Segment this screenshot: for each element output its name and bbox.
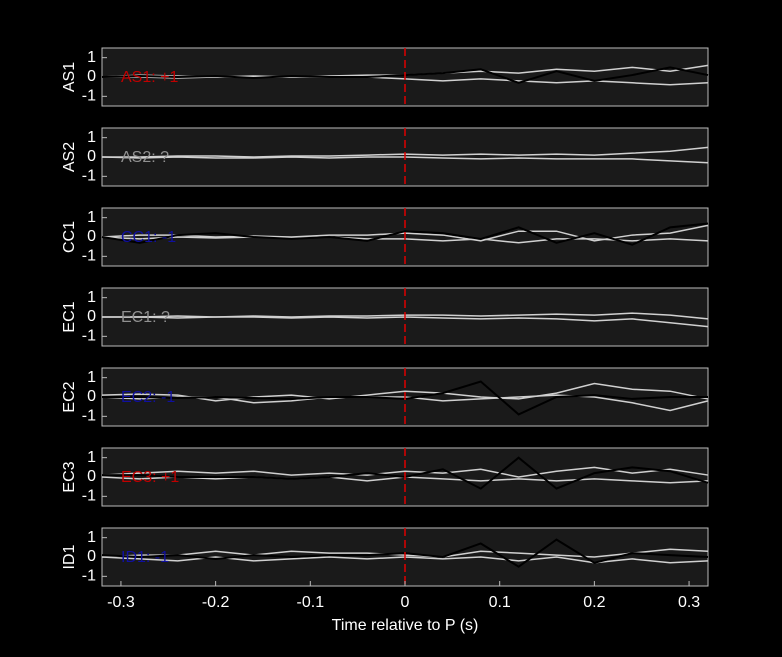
y-tick-label: -1 — [82, 88, 96, 105]
x-tick-label: -0.3 — [107, 594, 135, 611]
y-tick-label: 0 — [87, 228, 96, 245]
y-tick-label: 0 — [87, 468, 96, 485]
y-axis-label: AS1 — [61, 62, 78, 92]
y-tick-label: 1 — [87, 209, 96, 226]
x-tick-label: 0 — [401, 594, 410, 611]
annotation: EC1: ? — [121, 309, 170, 326]
y-tick-label: -1 — [82, 168, 96, 185]
y-axis-label: ID1 — [61, 544, 78, 569]
y-axis-label: AS2 — [61, 142, 78, 172]
trace — [101, 222, 709, 246]
annotation: AS2: ? — [121, 149, 169, 166]
y-tick-label: -1 — [82, 248, 96, 265]
x-tick-label: 0.1 — [489, 594, 511, 611]
y-axis-label: EC1 — [61, 301, 78, 332]
y-tick-label: 1 — [87, 529, 96, 546]
y-tick-label: -1 — [82, 408, 96, 425]
x-tick-label: 0.2 — [583, 594, 605, 611]
y-tick-label: 0 — [87, 548, 96, 565]
x-tick-label: 0.3 — [678, 594, 700, 611]
y-axis-label: EC3 — [61, 461, 78, 492]
x-tick-label: -0.1 — [297, 594, 325, 611]
y-tick-label: 0 — [87, 308, 96, 325]
y-tick-label: 1 — [87, 129, 96, 146]
annotation: AS1: +1 — [121, 69, 178, 86]
x-axis-label: Time relative to P (s) — [332, 617, 479, 634]
annotation: EC3: +1 — [121, 469, 179, 486]
y-tick-label: 0 — [87, 68, 96, 85]
y-tick-label: 0 — [87, 148, 96, 165]
y-tick-label: 1 — [87, 289, 96, 306]
y-tick-label: 1 — [87, 49, 96, 66]
y-tick-label: -1 — [82, 568, 96, 585]
y-tick-label: -1 — [82, 488, 96, 505]
y-tick-label: 1 — [87, 369, 96, 386]
x-tick-label: -0.2 — [202, 594, 230, 611]
annotation: ID1: -1 — [121, 549, 169, 566]
y-tick-label: 1 — [87, 449, 96, 466]
annotation: CC1: -1 — [121, 229, 176, 246]
y-axis-label: CC1 — [61, 221, 78, 253]
y-axis-label: EC2 — [61, 381, 78, 412]
y-tick-label: 0 — [87, 388, 96, 405]
annotation: EC2: -1 — [121, 389, 175, 406]
trace — [101, 382, 709, 402]
y-tick-label: -1 — [82, 328, 96, 345]
trace — [101, 466, 709, 478]
